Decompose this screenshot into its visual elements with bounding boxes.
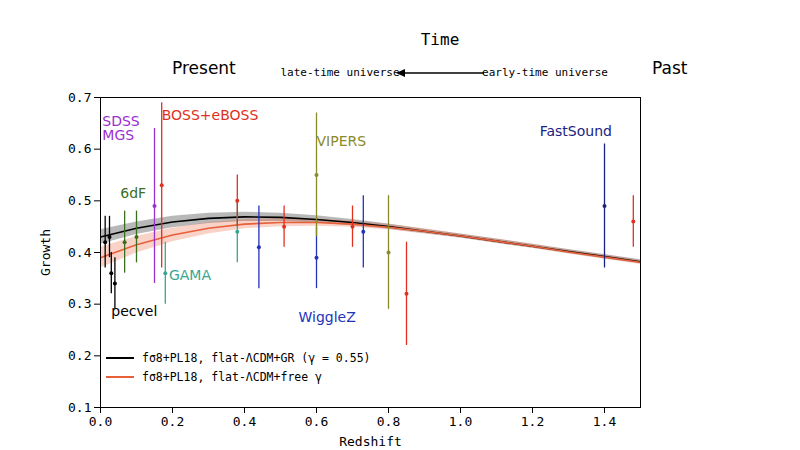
html-text:Time: Time [420,30,460,49]
html-text:Present: Present [172,58,236,78]
svg-text:Growth: Growth [38,229,53,276]
svg-text:FastSound: FastSound [540,123,612,139]
svg-text:Redshift: Redshift [339,434,402,449]
svg-text:1.4: 1.4 [593,414,617,429]
html-text:late-time universe: late-time universe [280,66,400,79]
svg-text:GAMA: GAMA [169,267,212,283]
html-text:fσ8+PL18, flat-ΛCDM+free γ: fσ8+PL18, flat-ΛCDM+free γ [142,369,322,384]
svg-text:0.5: 0.5 [68,193,91,208]
svg-text:0.2: 0.2 [161,414,184,429]
svg-text:0.7: 0.7 [68,90,91,105]
html-text:fσ8+PL18, flat-ΛCDM+GR (γ = 0.: fσ8+PL18, flat-ΛCDM+GR (γ = 0.55) [142,350,371,365]
svg-text:0.6: 0.6 [305,414,328,429]
svg-text:0.4: 0.4 [68,245,92,260]
svg-text:pecvel: pecvel [111,303,157,319]
svg-text:0.4: 0.4 [233,414,257,429]
svg-text:0.3: 0.3 [68,296,91,311]
svg-text:VIPERS: VIPERS [317,133,367,149]
svg-text:BOSS+eBOSS: BOSS+eBOSS [162,107,259,123]
svg-text:0.8: 0.8 [377,414,400,429]
svg-text:0.1: 0.1 [68,400,91,415]
svg-text:6dF: 6dF [120,185,146,201]
svg-text:1.0: 1.0 [449,414,472,429]
html-text:early-time universe: early-time universe [482,66,608,79]
svg-text:0.2: 0.2 [68,348,91,363]
svg-text:1.2: 1.2 [521,414,544,429]
svg-text:0.6: 0.6 [68,141,91,156]
html-text:Past: Past [652,58,688,78]
svg-text:0.0: 0.0 [89,414,112,429]
svg-text:WiggleZ: WiggleZ [299,309,356,325]
svg-text:SDSSMGS: SDSSMGS [102,113,140,143]
